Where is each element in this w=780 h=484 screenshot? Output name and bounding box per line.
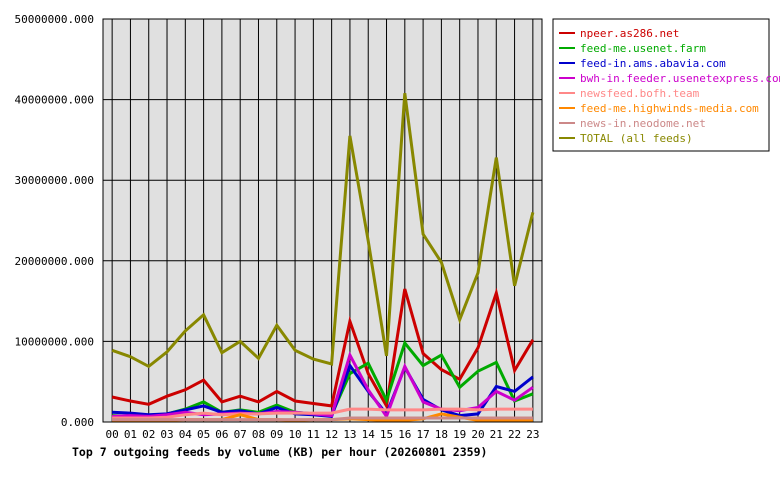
- plot-area: [102, 18, 543, 423]
- series-line: [112, 416, 533, 422]
- legend-entry: TOTAL (all feeds): [580, 132, 693, 145]
- x-tick-label: 06: [215, 428, 228, 441]
- chart-title: Top 7 outgoing feeds by volume (KB) per …: [72, 445, 487, 459]
- y-tick-label: 50000000.000: [15, 13, 94, 26]
- series-line: [112, 407, 533, 420]
- x-tick-label: 14: [362, 428, 376, 441]
- x-tick-label: 10: [288, 428, 301, 441]
- series-line: [111, 93, 535, 369]
- x-tick-label: 11: [307, 428, 320, 441]
- y-axis-tick-labels: 0.000 10000000.000 20000000.000 30000000.00…: [15, 13, 94, 429]
- x-tick-label: 16: [398, 428, 411, 441]
- x-axis-tick-labels: 00 01 02 03 04 05 06 07 08 09 10 11 12 13 14 15 16 17 18 19…: [106, 428, 540, 441]
- legend-entry: news-in.neodome.net: [580, 117, 706, 130]
- legend-entry: newsfeed.bofh.team: [580, 87, 700, 100]
- legend: npeer.as286.net feed-me.usenet.farm feed-i…: [552, 18, 780, 152]
- legend-entry: bwh-in.feeder.usenetexpress.com: [580, 72, 780, 85]
- series-line: [111, 287, 535, 411]
- x-tick-label: 22: [508, 428, 521, 441]
- x-tick-label: 17: [416, 428, 429, 441]
- legend-entry: feed-me.highwinds-media.com: [580, 102, 759, 115]
- x-tick-label: 21: [490, 428, 503, 441]
- y-tick-label: 20000000.000: [15, 255, 94, 268]
- x-tick-label: 13: [343, 428, 356, 441]
- x-tick-label: 02: [142, 428, 155, 441]
- x-tick-label: 20: [471, 428, 484, 441]
- x-tick-label: 07: [234, 428, 247, 441]
- x-tick-label: 23: [526, 428, 539, 441]
- x-tick-label: 03: [160, 428, 173, 441]
- y-tick-label: 10000000.000: [15, 335, 94, 348]
- x-tick-label: 08: [252, 428, 265, 441]
- legend-entry: feed-in.ams.abavia.com: [580, 57, 726, 70]
- x-tick-label: 01: [124, 428, 137, 441]
- series-lines: [111, 93, 535, 422]
- legend-entry: npeer.as286.net: [580, 27, 679, 40]
- x-tick-label: 12: [325, 428, 338, 441]
- x-tick-label: 19: [453, 428, 466, 441]
- x-tick-label: 15: [380, 428, 393, 441]
- legend-entry: feed-me.usenet.farm: [580, 42, 706, 55]
- plot-frame: [102, 18, 543, 423]
- y-tick-label: 30000000.000: [15, 174, 94, 187]
- x-tick-label: 18: [435, 428, 448, 441]
- x-tick-label: 05: [197, 428, 210, 441]
- legend-box: [552, 18, 770, 152]
- x-tick-label: 00: [106, 428, 119, 441]
- x-tick-label: 04: [179, 428, 193, 441]
- x-tick-label: 09: [270, 428, 283, 441]
- y-tick-label: 0.000: [61, 416, 94, 429]
- y-tick-label: 40000000.000: [15, 94, 94, 107]
